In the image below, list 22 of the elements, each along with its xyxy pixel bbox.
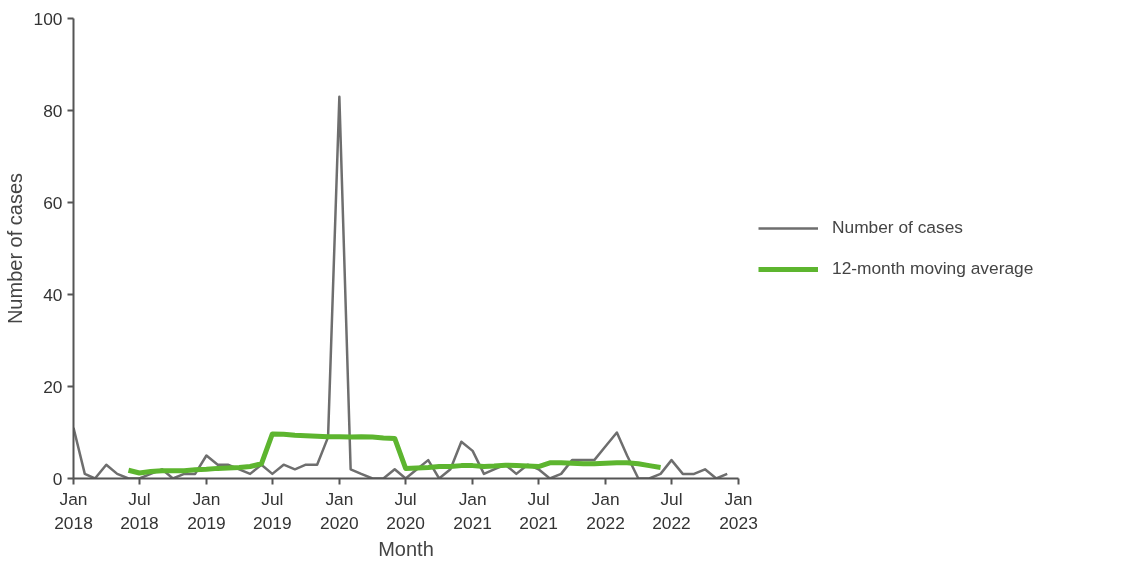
legend-label: 12-month moving average bbox=[832, 258, 1034, 279]
x-tick-label: Jul 2022 bbox=[652, 488, 691, 533]
x-tick-label: Jan 2020 bbox=[320, 488, 359, 533]
y-tick-label: 80 bbox=[43, 100, 63, 121]
y-axis-title: Number of cases bbox=[3, 172, 26, 325]
y-tick-label: 20 bbox=[43, 376, 63, 397]
x-tick-label: Jan 2018 bbox=[54, 488, 93, 533]
y-tick-label: 100 bbox=[33, 8, 63, 29]
legend-label: Number of cases bbox=[832, 217, 963, 238]
x-tick-label: Jul 2020 bbox=[386, 488, 425, 533]
x-tick-label: Jul 2018 bbox=[120, 488, 159, 533]
x-tick-label: Jul 2019 bbox=[253, 488, 292, 533]
x-tick-label: Jan 2021 bbox=[453, 488, 492, 533]
x-axis-title: Month bbox=[378, 537, 434, 560]
x-tick-label: Jan 2023 bbox=[719, 488, 758, 533]
line-series bbox=[73, 95, 729, 479]
y-tick-label: 40 bbox=[43, 284, 63, 305]
x-tick-label: Jan 2022 bbox=[586, 488, 625, 533]
y-tick-label: 60 bbox=[43, 192, 63, 213]
x-tick-label: Jul 2021 bbox=[519, 488, 558, 533]
y-tick-label: 0 bbox=[52, 468, 63, 489]
x-tick-label: Jan 2019 bbox=[187, 488, 226, 533]
